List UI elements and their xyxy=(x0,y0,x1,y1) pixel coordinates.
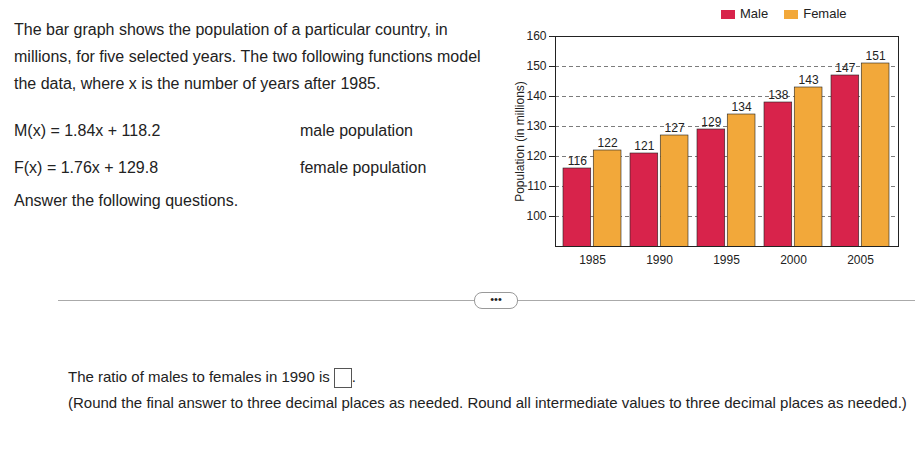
svg-text:2005: 2005 xyxy=(847,253,874,267)
html-text:The ratio of males to females: The ratio of males to females in 1990 is xyxy=(68,368,330,385)
svg-text:147: 147 xyxy=(835,61,855,75)
svg-text:110: 110 xyxy=(527,179,546,193)
svg-text:1990: 1990 xyxy=(646,253,673,267)
svg-text:138: 138 xyxy=(768,88,788,102)
svg-text:151: 151 xyxy=(866,49,886,63)
svg-text:1995: 1995 xyxy=(713,253,740,267)
svg-text:130: 130 xyxy=(526,119,546,133)
html-text:M(x) = 1.84x + 118.2: M(x) = 1.84x + 118.2 xyxy=(14,122,161,139)
svg-text:120: 120 xyxy=(526,149,546,163)
html-text:Answer the following questions: Answer the following questions. xyxy=(14,192,239,209)
svg-text:2000: 2000 xyxy=(780,253,807,267)
svg-text:116: 116 xyxy=(568,154,587,168)
html-text:female population: female population xyxy=(300,159,427,176)
svg-text:140: 140 xyxy=(526,89,546,103)
svg-text:1985: 1985 xyxy=(579,253,606,267)
html-text:Male: Male xyxy=(740,6,769,21)
html-text:(Round the final answer to thr: (Round the final answer to three decimal… xyxy=(68,394,907,411)
html-text:F(x) = 1.76x + 129.8: F(x) = 1.76x + 129.8 xyxy=(14,159,159,176)
html-text:The bar graph shows the popula: The bar graph shows the population of a … xyxy=(14,21,481,92)
svg-text:134: 134 xyxy=(732,100,752,114)
svg-text:150: 150 xyxy=(526,59,546,73)
svg-text:160: 160 xyxy=(526,29,546,43)
svg-text:122: 122 xyxy=(598,136,618,150)
svg-text:121: 121 xyxy=(634,139,654,153)
svg-text:100: 100 xyxy=(526,209,546,223)
svg-text:129: 129 xyxy=(701,115,721,129)
svg-text:127: 127 xyxy=(665,121,685,135)
html-text:male population: male population xyxy=(300,122,413,139)
svg-text:143: 143 xyxy=(799,73,819,87)
svg-text:Population (in millions): Population (in millions) xyxy=(513,81,527,202)
html-text:Female: Female xyxy=(803,6,847,21)
